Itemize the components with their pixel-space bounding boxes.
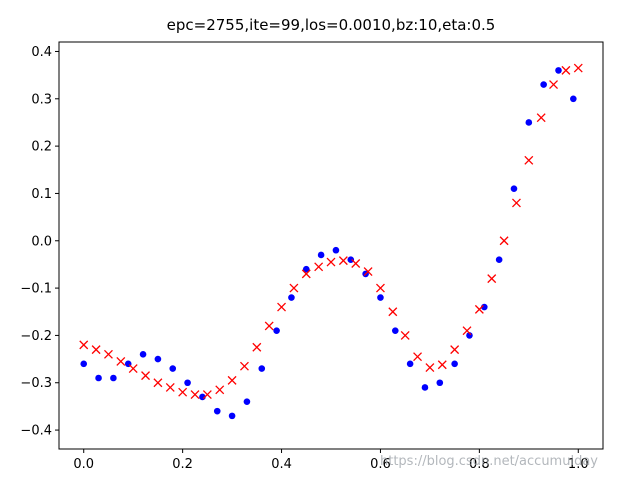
prediction-marker	[487, 274, 497, 284]
data-point	[317, 251, 325, 259]
prediction-marker	[338, 256, 348, 266]
data-point	[273, 327, 280, 334]
data-point	[154, 355, 162, 363]
prediction-marker	[215, 385, 225, 395]
prediction-marker	[128, 364, 138, 374]
y-tick-label: −0.4	[20, 424, 52, 439]
x-axis: 0.0 0.2 0.4 0.6 0.8 1.0	[73, 449, 589, 472]
data-point	[466, 332, 473, 339]
data-point	[525, 119, 533, 126]
y-tick-label: −0.3	[20, 376, 52, 391]
prediction-marker	[277, 302, 287, 312]
prediction-marker	[474, 304, 484, 314]
prediction-marker	[413, 352, 423, 362]
prediction-marker	[326, 257, 336, 267]
data-point	[80, 360, 88, 368]
y-tick-label: −0.1	[20, 282, 52, 297]
prediction-marker	[190, 390, 200, 400]
y-axis: −0.4 −0.3 −0.2 −0.1 0.0 0.1 0.2 0.3 0.4	[20, 45, 59, 439]
prediction-marker	[388, 307, 398, 317]
x-tick-label: 0.2	[172, 457, 193, 472]
data-point	[540, 81, 547, 88]
prediction-marker	[289, 283, 299, 293]
observed-points-series	[80, 67, 577, 420]
plot-area	[58, 41, 604, 450]
prediction-marker	[264, 321, 274, 331]
data-point	[110, 374, 117, 382]
prediction-marker	[165, 383, 175, 392]
y-tick-label: 0.0	[31, 234, 52, 249]
y-tick-label: −0.2	[20, 329, 52, 344]
prediction-markers-series	[79, 63, 583, 400]
prediction-marker	[141, 371, 151, 381]
data-point	[347, 256, 355, 263]
data-point	[406, 360, 414, 368]
data-point	[228, 412, 236, 420]
data-point	[377, 294, 384, 301]
prediction-marker	[252, 342, 262, 352]
data-point	[391, 327, 399, 334]
prediction-marker	[450, 345, 460, 355]
prediction-marker	[524, 155, 534, 165]
y-tick-label: 0.2	[31, 140, 52, 155]
prediction-marker	[351, 259, 361, 268]
prediction-marker	[116, 356, 126, 366]
data-point	[555, 67, 562, 74]
x-tick-label: 0.4	[271, 457, 292, 472]
data-point	[421, 384, 429, 391]
prediction-marker	[375, 283, 385, 293]
prediction-marker	[178, 387, 188, 397]
prediction-marker	[153, 378, 163, 388]
prediction-marker	[314, 262, 324, 272]
data-point	[213, 407, 221, 415]
data-point	[184, 379, 191, 387]
prediction-marker	[462, 326, 472, 336]
data-point	[495, 256, 503, 263]
prediction-marker	[561, 65, 571, 75]
prediction-marker	[511, 198, 521, 208]
data-point	[139, 351, 147, 358]
y-tick-label: 0.4	[31, 45, 52, 60]
data-point	[258, 365, 266, 372]
prediction-marker	[227, 375, 237, 385]
prediction-marker	[202, 390, 212, 400]
prediction-marker	[79, 340, 89, 350]
y-tick-label: 0.1	[31, 187, 52, 202]
data-point	[302, 265, 310, 273]
prediction-marker	[425, 363, 435, 373]
x-tick-label: 1.0	[568, 457, 589, 472]
data-point	[332, 246, 340, 254]
prediction-marker	[573, 63, 583, 73]
data-point	[436, 379, 444, 387]
prediction-marker	[536, 113, 546, 123]
data-point	[570, 95, 577, 103]
prediction-marker	[91, 345, 101, 355]
x-tick-label: 0.8	[469, 457, 490, 472]
x-tick-label: 0.6	[370, 457, 391, 472]
data-point	[243, 398, 251, 405]
prediction-marker	[400, 330, 410, 340]
x-tick-label: 0.0	[73, 457, 94, 472]
prediction-marker	[103, 349, 113, 359]
chart-title: epc=2755,ite=99,los=0.0010,bz:10,eta:0.5	[167, 16, 496, 34]
data-point	[95, 374, 102, 382]
y-tick-label: 0.3	[31, 92, 52, 107]
prediction-marker	[499, 236, 509, 246]
prediction-marker	[363, 267, 373, 276]
data-point	[451, 360, 458, 368]
prediction-marker	[301, 269, 311, 279]
watermark: https://blog.csdn.net/accumulday	[380, 454, 598, 469]
prediction-marker	[549, 80, 559, 90]
prediction-marker	[437, 360, 447, 370]
data-point	[288, 294, 295, 301]
data-point	[169, 365, 177, 372]
data-point	[510, 185, 518, 193]
prediction-marker	[239, 361, 249, 371]
